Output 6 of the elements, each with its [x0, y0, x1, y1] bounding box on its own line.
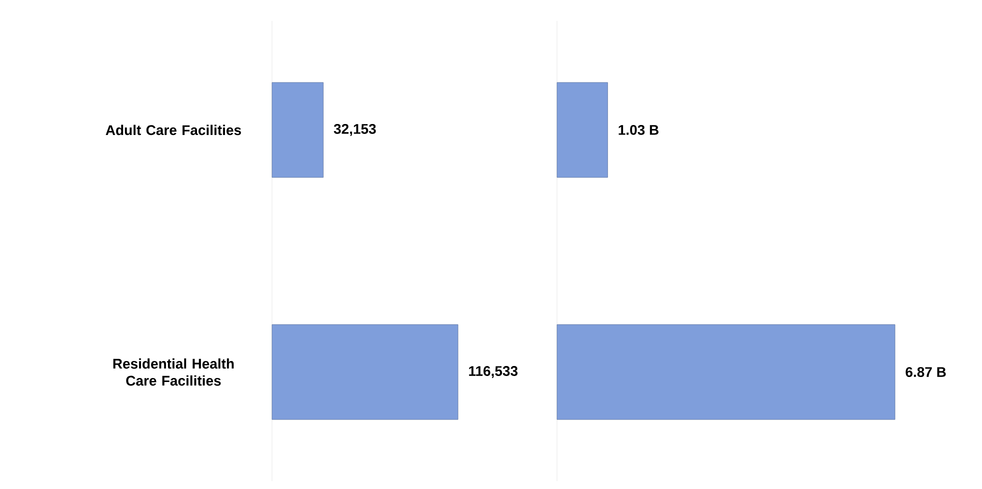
data-label: 116,533	[469, 366, 518, 378]
data-label: 32,153	[334, 124, 376, 136]
data-label: 6.87 B	[906, 367, 946, 378]
data-label: 1.03 B	[618, 124, 658, 135]
y-tick-label: Adult Care Facilities	[106, 124, 241, 136]
y-tick-label: Residential Health Care Facilities	[113, 358, 234, 386]
